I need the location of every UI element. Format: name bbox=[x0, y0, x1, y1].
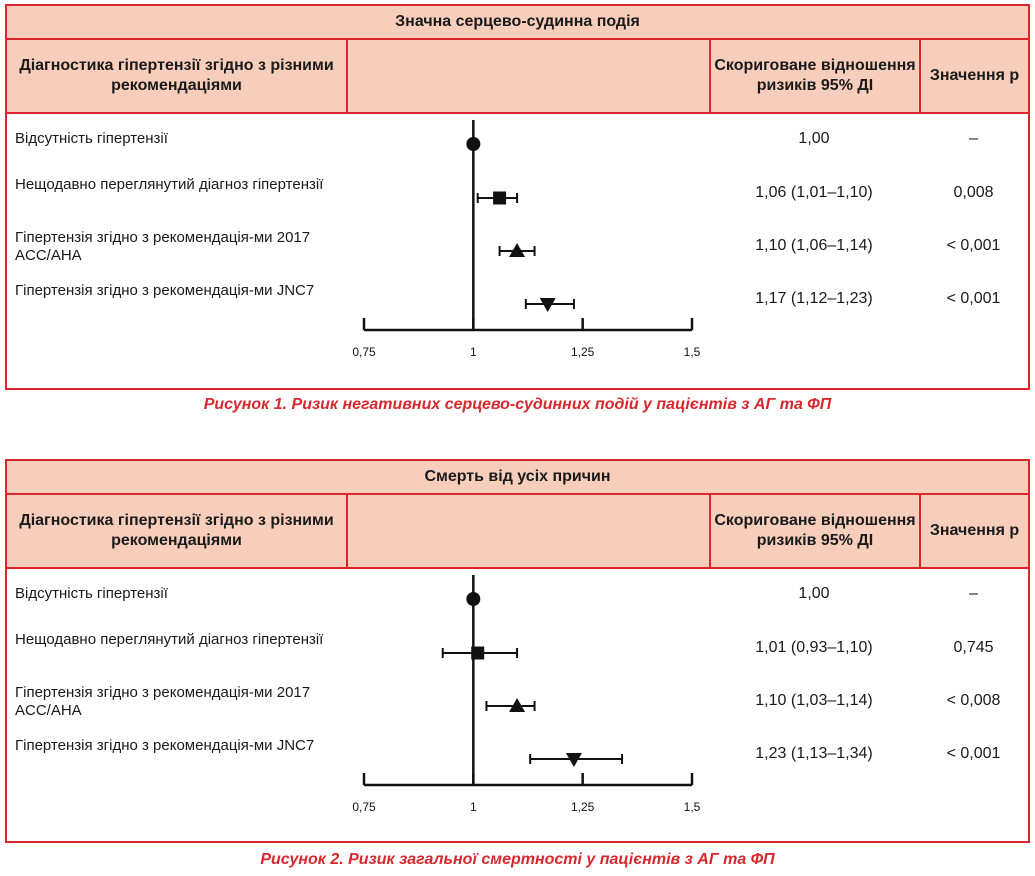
forest-panel-2: Смерть від усіх причин Діагностика гіпер… bbox=[5, 459, 1030, 843]
x-tick-label: 1,25 bbox=[571, 345, 595, 359]
header-diagnosis: Діагностика гіпертензії згідно з різними… bbox=[7, 40, 346, 114]
forest-plot: 0,75 1 1,25 1,5 bbox=[352, 575, 701, 814]
point-marker bbox=[509, 243, 526, 257]
x-tick-label: 0,75 bbox=[352, 345, 376, 359]
point-marker bbox=[509, 698, 526, 712]
point-marker bbox=[565, 753, 582, 767]
figure-caption: Рисунок 2. Ризик загальної смертності у … bbox=[260, 851, 775, 868]
header-diagnosis: Діагностика гіпертензії згідно з різними… bbox=[7, 495, 346, 569]
point-marker bbox=[471, 646, 485, 660]
point-marker bbox=[539, 298, 556, 312]
x-tick-label: 1,5 bbox=[684, 345, 701, 359]
point-marker bbox=[493, 191, 507, 205]
forest-plot: 0,75 1 1,25 1,5 bbox=[352, 120, 701, 359]
row-label: Гіпертензія згідно з рекомендація-ми 201… bbox=[15, 229, 311, 264]
header-p-value: Значення р bbox=[919, 40, 1028, 114]
hr-value: 1,10 (1,03–1,14) bbox=[755, 692, 873, 709]
p-value: – bbox=[969, 585, 978, 602]
row-label: Нещодавно переглянутий діагноз гіпертенз… bbox=[15, 631, 324, 648]
row-label: Відсутність гіпертензії bbox=[15, 585, 168, 602]
hr-value: 1,00 bbox=[798, 585, 830, 602]
row-label: Гіпертензія згідно з рекомендація-ми JNC… bbox=[15, 737, 315, 754]
row-label: Відсутність гіпертензії bbox=[15, 130, 168, 147]
point-marker bbox=[466, 592, 481, 606]
header-hazard-ratio: Скориговане відношення ризиків 95% ДІ bbox=[709, 40, 919, 114]
row-label: Нещодавно переглянутий діагноз гіпертенз… bbox=[15, 176, 324, 193]
x-tick-label: 1 bbox=[470, 800, 477, 814]
forest-panel-1: Значна серцево-судинна подія Діагностика… bbox=[5, 4, 1030, 390]
hr-value: 1,17 (1,12–1,23) bbox=[755, 290, 873, 307]
hr-value: 1,10 (1,06–1,14) bbox=[755, 237, 873, 254]
header-plot-blank bbox=[346, 495, 709, 569]
hr-value: 1,01 (0,93–1,10) bbox=[755, 639, 873, 656]
row-label: Гіпертензія згідно з рекомендація-ми JNC… bbox=[15, 282, 315, 299]
figure-caption: Рисунок 1. Ризик негативних серцево-суди… bbox=[203, 396, 832, 413]
hr-value: 1,00 bbox=[798, 130, 830, 147]
p-value: < 0,008 bbox=[946, 692, 1001, 709]
p-value: – bbox=[969, 130, 978, 147]
header-plot-blank bbox=[346, 40, 709, 114]
panel-title: Значна серцево-судинна подія bbox=[7, 6, 1028, 40]
p-value: 0,008 bbox=[953, 184, 994, 201]
x-tick-label: 1 bbox=[470, 345, 477, 359]
x-tick-label: 0,75 bbox=[352, 800, 376, 814]
point-marker bbox=[466, 137, 481, 151]
x-tick-label: 1,25 bbox=[571, 800, 595, 814]
p-value: 0,745 bbox=[953, 639, 994, 656]
header-p-value: Значення р bbox=[919, 495, 1028, 569]
panel-title: Смерть від усіх причин bbox=[7, 461, 1028, 495]
header-hazard-ratio: Скориговане відношення ризиків 95% ДІ bbox=[709, 495, 919, 569]
p-value: < 0,001 bbox=[946, 745, 1001, 762]
p-value: < 0,001 bbox=[946, 237, 1001, 254]
x-tick-label: 1,5 bbox=[684, 800, 701, 814]
p-value: < 0,001 bbox=[946, 290, 1001, 307]
hr-value: 1,23 (1,13–1,34) bbox=[755, 745, 873, 762]
hr-value: 1,06 (1,01–1,10) bbox=[755, 184, 873, 201]
row-label: Гіпертензія згідно з рекомендація-ми 201… bbox=[15, 684, 311, 719]
